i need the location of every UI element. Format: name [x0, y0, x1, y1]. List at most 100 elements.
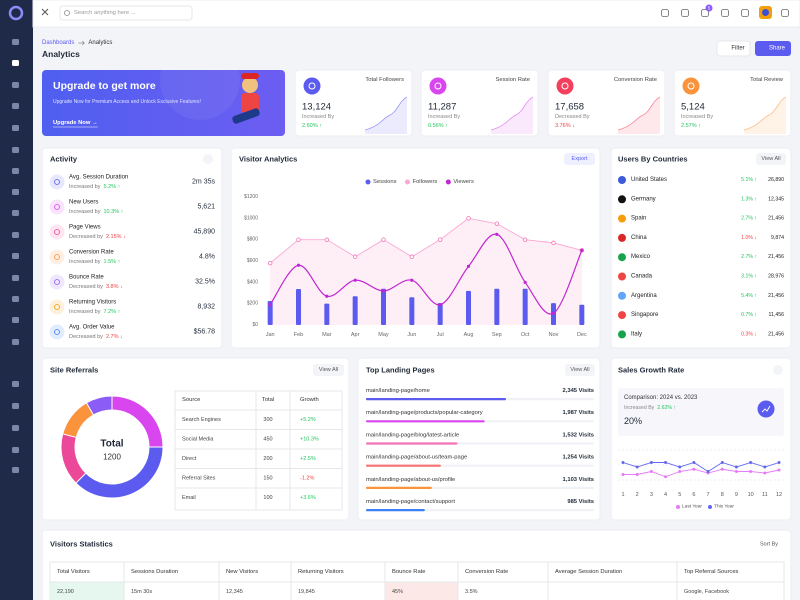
stat-change: 0.56% ↑ [428, 123, 448, 129]
flag [618, 176, 626, 184]
button-label[interactable]: Sort By [760, 542, 778, 548]
flag [618, 311, 626, 320]
sidebar-icon[interactable] [12, 296, 19, 302]
card-title: Top Landing Pages [366, 366, 435, 375]
sidebar-icon[interactable] [12, 232, 19, 238]
button-label[interactable]: View All [761, 156, 780, 162]
sidebar-icon[interactable] [12, 317, 19, 323]
legend-label: Sessions [373, 179, 397, 185]
search-box[interactable] [59, 5, 193, 21]
activity-value: 45,890 [194, 229, 216, 236]
logo [8, 5, 24, 21]
stat-sparkline [617, 96, 661, 131]
point [296, 237, 301, 242]
sidebar-icon[interactable] [12, 467, 19, 473]
activity-note: Increased by [69, 209, 101, 215]
sidebar-icon[interactable] [12, 147, 19, 153]
button-label[interactable]: View All [570, 367, 589, 373]
button-label[interactable]: Export [572, 156, 588, 162]
activity-note: Decreased by [69, 234, 103, 240]
y-tick-label: $0 [252, 322, 258, 328]
view-all-button[interactable] [313, 364, 344, 376]
y-tick-label: $200 [247, 301, 258, 307]
sidebar-icon[interactable] [12, 168, 19, 174]
stat-label: Session Rate [496, 77, 530, 83]
sidebar-icon[interactable] [12, 82, 19, 88]
sidebar-icon[interactable] [12, 253, 19, 259]
activity-icon-glyph [54, 179, 60, 185]
view-all-button[interactable] [565, 364, 595, 376]
table-cell: 3.5% [465, 589, 478, 595]
cell-highlight [385, 582, 458, 600]
sales-note: Increased By [624, 405, 655, 411]
sidebar-icon[interactable] [12, 189, 19, 195]
point [621, 473, 625, 476]
export-button[interactable] [564, 153, 595, 165]
stat-icon-glyph [308, 82, 316, 90]
bar [494, 288, 500, 325]
activity-note: Increased by [69, 259, 101, 265]
point [706, 470, 710, 473]
legend-marker [445, 179, 451, 185]
legend-marker [708, 505, 713, 509]
topbar-icon[interactable] [661, 9, 669, 17]
topbar-icon[interactable] [721, 9, 729, 17]
menu-button[interactable] [773, 365, 783, 375]
sidebar-icon[interactable] [12, 125, 19, 131]
activity-change: 1.5% ↑ [104, 259, 121, 265]
y-tick-label: $1000 [244, 215, 258, 221]
card-title: Visitor Analytics [239, 155, 297, 164]
landing-visits: 1,987 Visits [563, 410, 594, 416]
activity-icon-glyph [54, 229, 60, 235]
promo-link[interactable]: Upgrade Now → [53, 120, 98, 126]
stat-change: 2.57% ↑ [681, 123, 701, 129]
table-cell: 19,845 [298, 589, 315, 595]
close-icon[interactable] [41, 8, 49, 16]
table-header: Conversion Rate [465, 569, 508, 575]
bar [296, 289, 301, 325]
sidebar-icon[interactable] [12, 39, 19, 45]
point [734, 470, 738, 473]
topbar-icon[interactable] [781, 9, 789, 17]
country-value: 21,456 [768, 216, 784, 222]
card-title: Site Referrals [50, 366, 98, 375]
bar [352, 296, 358, 325]
topbar-icon[interactable] [701, 9, 709, 17]
view-all-button[interactable] [756, 153, 786, 165]
button-label[interactable]: Filter [731, 46, 744, 52]
point [763, 465, 767, 469]
x-tick-label: Jun [407, 332, 416, 338]
topbar-icon[interactable] [741, 9, 749, 17]
sidebar-icon[interactable] [12, 403, 19, 409]
sidebar-icon[interactable] [12, 425, 19, 431]
topbar-icon[interactable] [681, 9, 689, 17]
button-label[interactable]: Share [769, 46, 786, 52]
table-cell: Direct [182, 456, 197, 462]
sidebar-icon[interactable] [12, 381, 19, 387]
table-cell: 12,345 [226, 589, 243, 595]
sidebar-icon[interactable] [12, 447, 19, 453]
x-tick-label: 2 [636, 492, 639, 498]
share-button[interactable] [755, 41, 791, 56]
country-change: 2.7% ↑ [741, 254, 757, 260]
country-change: 3.1% ↑ [741, 274, 757, 280]
sidebar-icon[interactable] [12, 210, 19, 216]
card [294, 69, 413, 137]
point [324, 237, 330, 242]
point [466, 216, 471, 221]
sidebar-icon[interactable] [12, 339, 19, 345]
button-label[interactable]: View All [319, 367, 338, 373]
search-placeholder[interactable]: Search anything here ... [74, 10, 136, 16]
sort-button[interactable] [752, 538, 786, 551]
sidebar-icon[interactable] [12, 275, 19, 281]
activity-name: Bounce Rate [69, 275, 104, 281]
country-value: 21,456 [768, 331, 784, 337]
landing-page-path: main/landing-page/about-us/team-page [366, 455, 467, 461]
menu-button[interactable] [203, 154, 213, 164]
y-tick-label: $400 [247, 279, 258, 285]
sidebar-icon[interactable] [12, 103, 19, 109]
sidebar-icon[interactable] [12, 60, 19, 66]
filter-button[interactable] [716, 40, 751, 57]
landing-visits: 985 Visits [567, 499, 594, 505]
breadcrumb-link[interactable]: Dashboards [42, 40, 74, 46]
